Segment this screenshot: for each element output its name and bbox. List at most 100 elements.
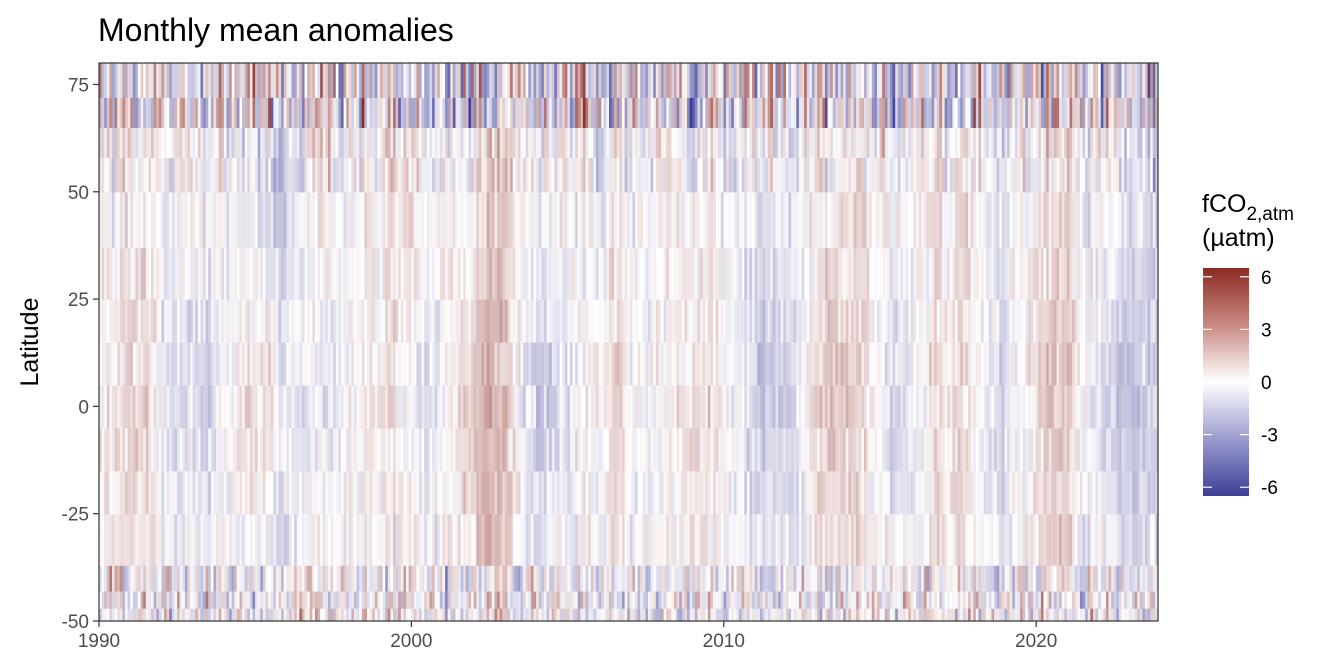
heatmap-cell [356, 247, 360, 300]
heatmap-cell [731, 590, 735, 609]
heatmap-cell [533, 191, 537, 249]
heatmap-cell [338, 384, 342, 429]
heatmap-cell [715, 608, 719, 622]
heatmap-cell [458, 342, 462, 386]
heatmap-cell [255, 97, 259, 128]
heatmap-cell [658, 384, 662, 429]
heatmap-cell [340, 342, 345, 386]
heatmap-cell [411, 127, 415, 159]
heatmap-cell [869, 63, 873, 98]
heatmap-cell [208, 384, 212, 429]
heatmap-cell [580, 299, 584, 343]
heatmap-cell [403, 191, 407, 249]
heatmap-cell [153, 299, 157, 343]
heatmap-cell [192, 513, 196, 566]
heatmap-cell [270, 127, 274, 159]
heatmap-cell [132, 565, 137, 592]
heatmap-cell [936, 157, 941, 193]
heatmap-cell [367, 565, 371, 592]
heatmap-cell [562, 565, 566, 592]
heatmap-cell [944, 247, 948, 300]
heatmap-cell [739, 127, 743, 159]
heatmap-cell [262, 565, 267, 592]
heatmap-cell [897, 97, 901, 128]
heatmap-cell [866, 470, 870, 515]
heatmap-cell [811, 608, 816, 622]
heatmap-cell [442, 342, 446, 386]
heatmap-cell [426, 513, 431, 566]
heatmap-cell [393, 590, 397, 609]
heatmap-cell [104, 157, 108, 193]
heatmap-cell [757, 470, 761, 515]
heatmap-cell [759, 590, 764, 609]
heatmap-cell [161, 63, 165, 98]
heatmap-cell [856, 427, 860, 472]
heatmap-cell [923, 63, 928, 98]
heatmap-cell [575, 127, 579, 159]
heatmap-cell [684, 590, 688, 609]
heatmap-cell [304, 342, 308, 386]
heatmap-cell [140, 247, 144, 300]
heatmap-cell [364, 513, 368, 566]
heatmap-cell [322, 127, 326, 159]
heatmap-cell [372, 590, 376, 609]
heatmap-cell [439, 565, 444, 592]
heatmap-cell [499, 590, 503, 609]
heatmap-cell [395, 342, 399, 386]
heatmap-cell [468, 513, 472, 566]
heatmap-cell [184, 63, 189, 98]
heatmap-cell [400, 191, 405, 249]
heatmap-cell [606, 127, 610, 159]
heatmap-cell [890, 342, 894, 386]
heatmap-cell [705, 590, 709, 609]
heatmap-cell [718, 247, 722, 300]
heatmap-cell [681, 565, 686, 592]
heatmap-cell [398, 97, 402, 128]
heatmap-cell [442, 565, 446, 592]
heatmap-cell [817, 63, 821, 98]
heatmap-cell [122, 247, 126, 300]
heatmap-cell [125, 97, 129, 128]
heatmap-cell [114, 299, 118, 343]
heatmap-cell [671, 608, 675, 622]
heatmap-cell [104, 247, 108, 300]
heatmap-cell [908, 590, 912, 609]
heatmap-cell [707, 608, 712, 622]
heatmap-cell [663, 342, 667, 386]
heatmap-cell [936, 565, 941, 592]
heatmap-cell [960, 299, 964, 343]
heatmap-cell [523, 191, 527, 249]
heatmap-cell [140, 384, 144, 429]
heatmap-cell [273, 127, 277, 159]
heatmap-cell [421, 384, 425, 429]
heatmap-cell [884, 565, 888, 592]
heatmap-cell [869, 191, 873, 249]
heatmap-cell [333, 157, 337, 193]
heatmap-cell [707, 157, 712, 193]
heatmap-cell [138, 247, 142, 300]
heatmap-cell [608, 342, 613, 386]
heatmap-cell [445, 342, 449, 386]
heatmap-cell [934, 191, 938, 249]
heatmap-cell [471, 299, 475, 343]
heatmap-cell [398, 565, 402, 592]
heatmap-cell [541, 191, 545, 249]
heatmap-cell [411, 608, 415, 622]
heatmap-cell [346, 247, 350, 300]
heatmap-cell [112, 470, 116, 515]
heatmap-cell [419, 608, 423, 622]
heatmap-cell [330, 513, 334, 566]
heatmap-cell [655, 590, 660, 609]
heatmap-cell [559, 590, 563, 609]
heatmap-cell [281, 63, 285, 98]
heatmap-cell [661, 247, 665, 300]
heatmap-cell [244, 608, 248, 622]
heatmap-cell [705, 157, 709, 193]
heatmap-cell [398, 608, 402, 622]
heatmap-cell [288, 247, 293, 300]
heatmap-cell [931, 157, 935, 193]
heatmap-cell [741, 513, 745, 566]
heatmap-cell [179, 247, 183, 300]
heatmap-cell [538, 470, 542, 515]
heatmap-cell [377, 247, 381, 300]
